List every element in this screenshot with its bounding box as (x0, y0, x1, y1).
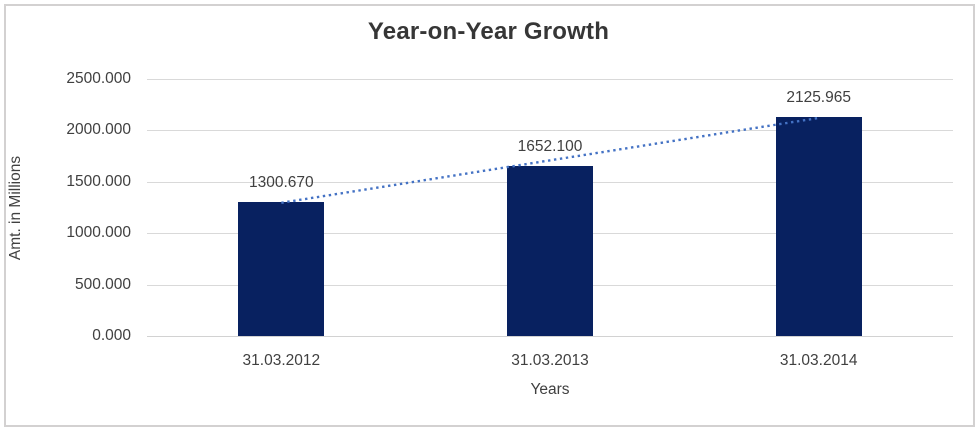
x-tick-label: 31.03.2014 (779, 352, 858, 369)
bar (775, 117, 862, 336)
y-tick-label: 500.000 (74, 275, 131, 293)
x-axis-line (147, 336, 953, 337)
y-axis-title: Amt. in Millions (7, 155, 24, 260)
y-tick-label: 0.000 (92, 327, 131, 344)
x-axis-title: Years (530, 381, 570, 398)
bar (238, 202, 325, 336)
y-tick-label: 1000.000 (66, 224, 131, 242)
x-tick-label: 31.03.2013 (511, 352, 589, 369)
bar (507, 166, 593, 336)
data-label: 2125.965 (786, 89, 851, 107)
data-label: 1652.100 (517, 138, 583, 156)
y-tick-label: 2000.000 (66, 121, 131, 139)
x-tick-label: 31.03.2012 (242, 352, 321, 369)
chart-title: Year-on-Year Growth (367, 18, 610, 45)
gridline (147, 79, 953, 80)
y-tick-label: 1500.000 (66, 172, 131, 190)
y-tick-label: 2500.000 (66, 70, 131, 87)
data-label: 1300.670 (249, 174, 314, 192)
